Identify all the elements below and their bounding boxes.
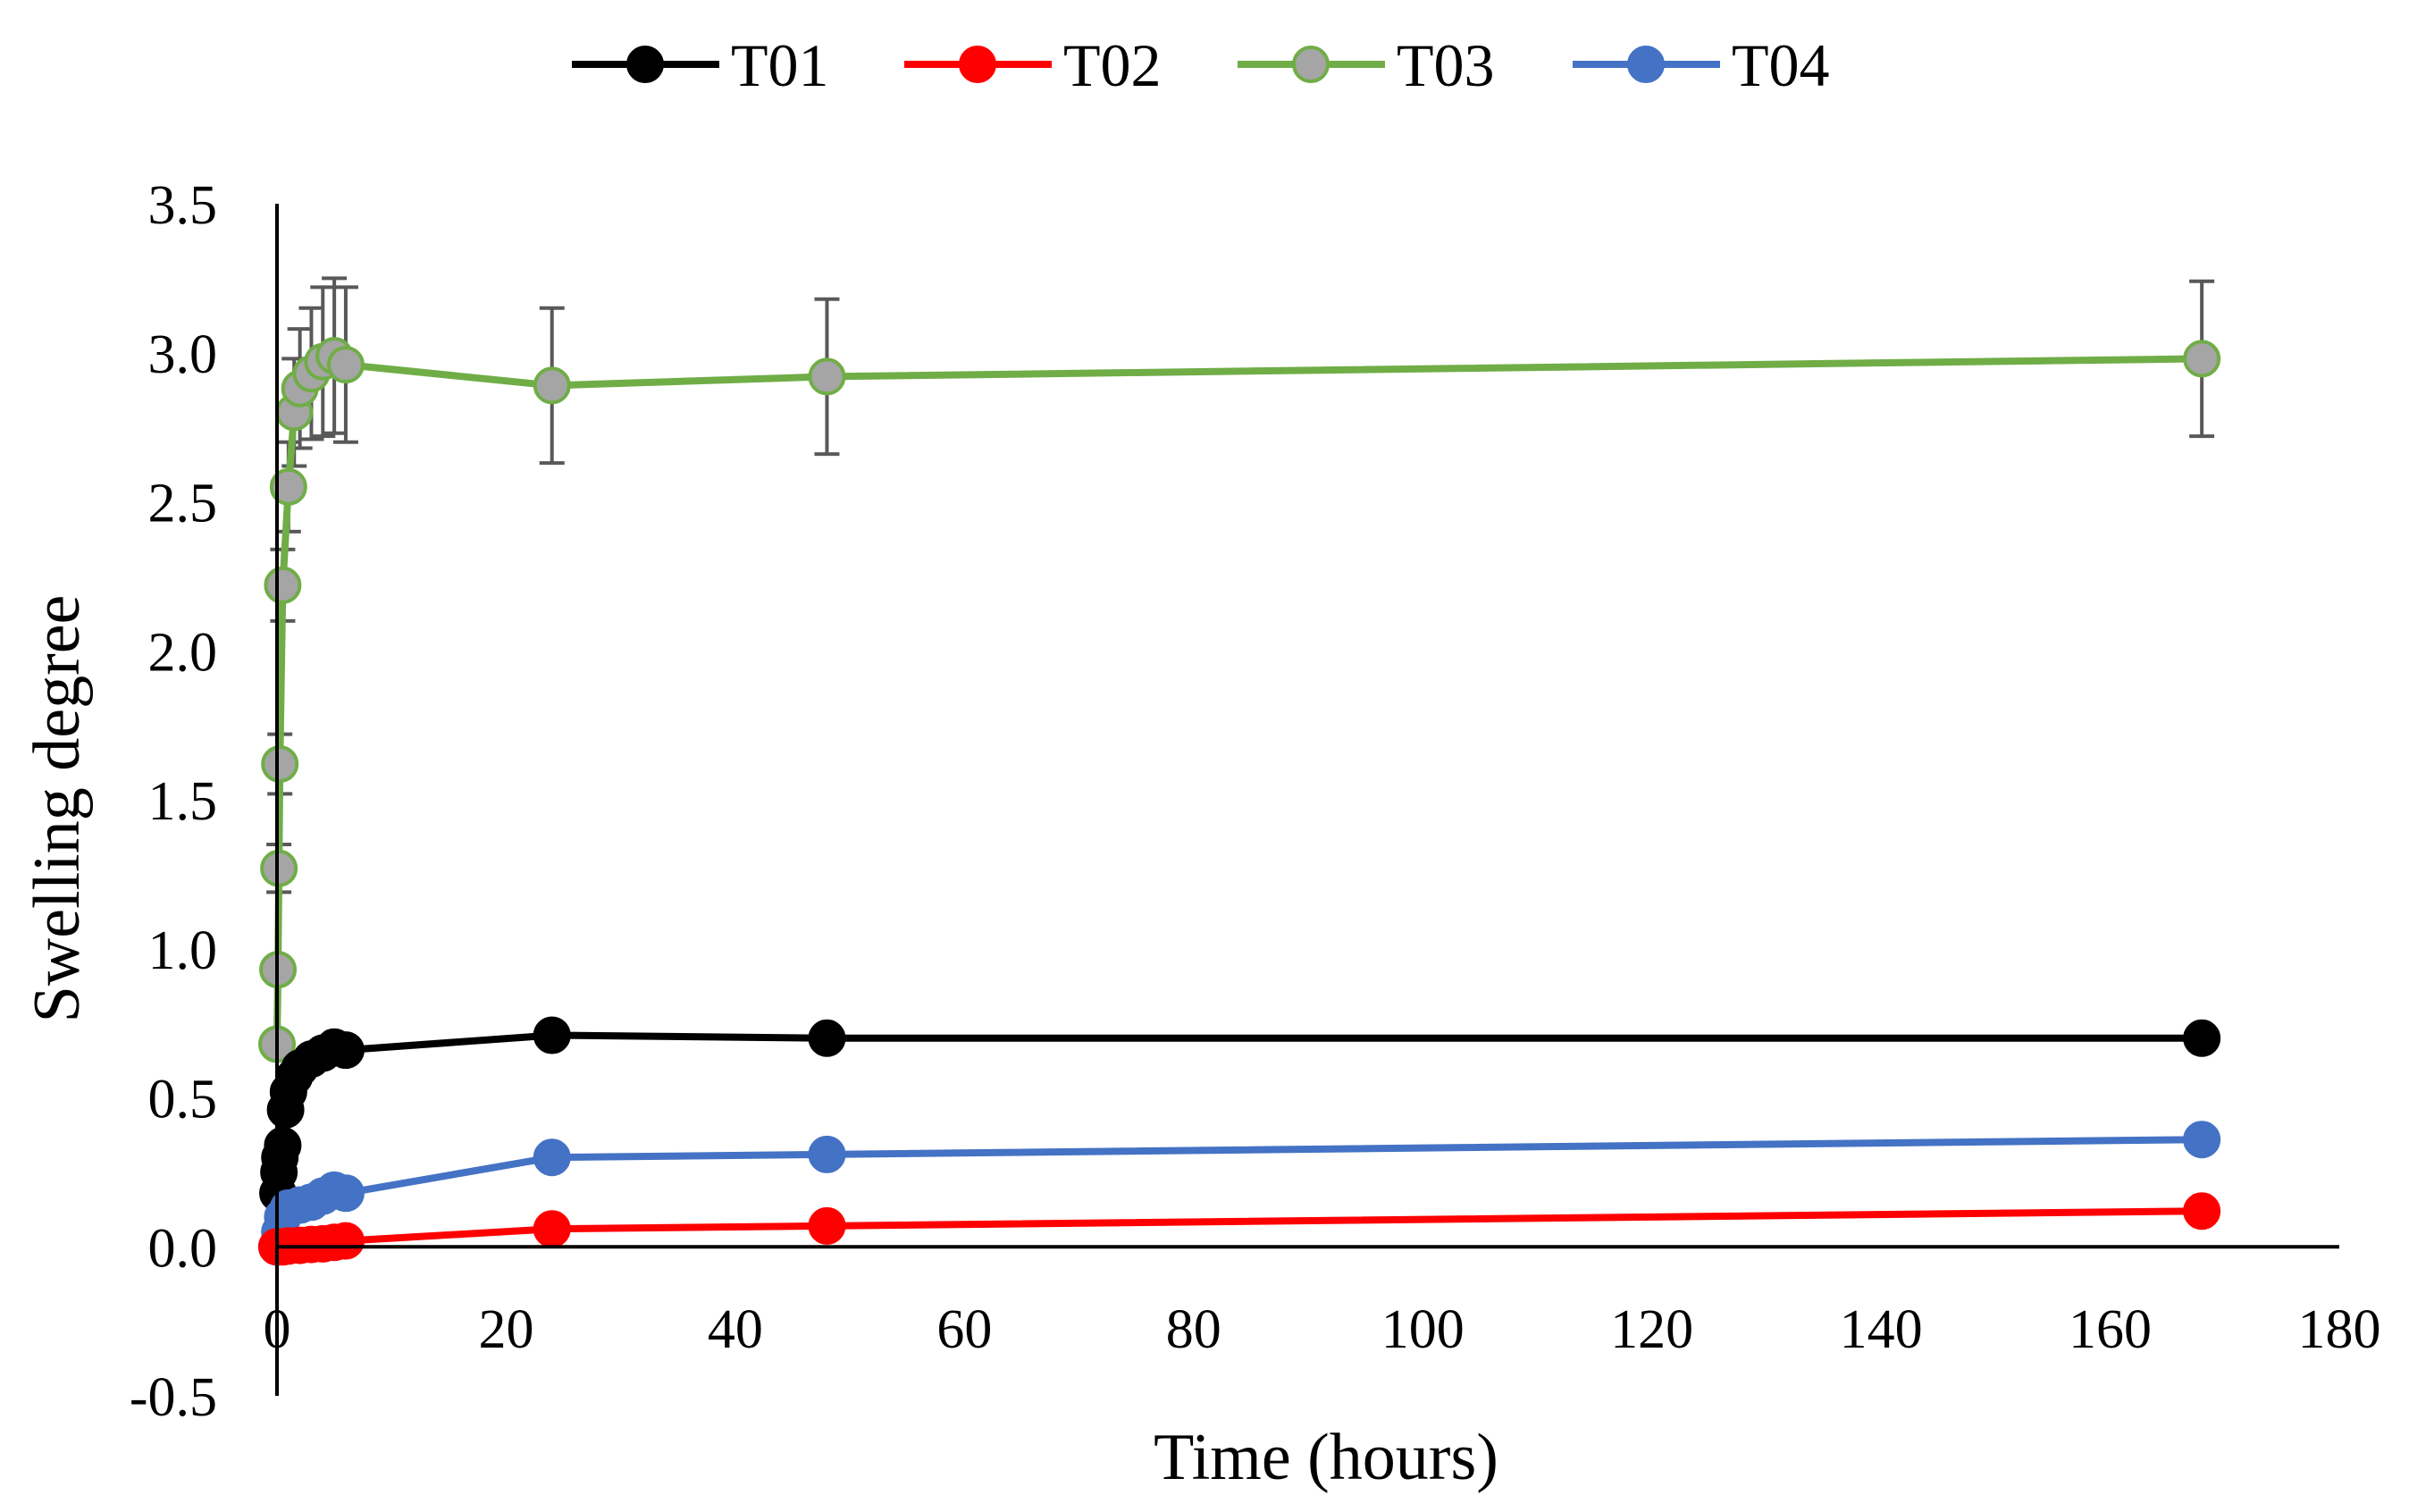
legend-item-t01: T01 [572,31,829,99]
y-tick-label: 3.5 [148,175,218,236]
y-tick-label: 1.0 [148,920,218,981]
legend-marker [1292,46,1330,83]
data-point [533,1210,571,1248]
data-point [2183,1192,2221,1231]
data-point [2183,340,2221,378]
data-point [261,744,299,783]
data-point [808,1019,846,1057]
data-point [264,566,302,604]
series-t03 [258,276,2221,1063]
data-point [326,1222,365,1260]
x-tick-label: 40 [708,1299,763,1360]
data-point [326,1031,365,1070]
legend-label: T02 [1063,31,1162,99]
data-point [269,467,307,506]
y-tick-label: 2.5 [148,474,218,534]
x-tick-label: 160 [2069,1299,2152,1360]
y-tick-label: 2.0 [148,622,218,683]
legend-item-t02: T02 [904,31,1162,99]
legend: T01 T02 T03 T04 [572,31,1830,99]
y-tick-label: 1.5 [148,771,218,832]
plot-area: -0.5 0.0 0.5 1.0 1.5 2.0 2.5 3.0 3.5 0 20 40 60 80 10… [130,175,2381,1428]
y-tick-labels: -0.5 0.0 0.5 1.0 1.5 2.0 2.5 3.0 3.5 [130,175,217,1428]
x-tick-label: 180 [2298,1299,2381,1360]
x-tick-labels: 0 20 40 60 80 100 120 140 160 180 [264,1299,2381,1360]
legend-label: T03 [1397,31,1495,99]
data-point [264,1126,302,1164]
series-line [273,352,2203,1045]
data-point [2183,1019,2221,1057]
legend-marker [959,46,996,83]
x-tick-label: 20 [478,1299,533,1360]
series-t02 [258,1192,2221,1266]
x-tick-label: 0 [264,1299,291,1360]
data-point [533,1138,571,1177]
legend-item-t04: T04 [1573,31,1830,99]
data-point [260,849,298,887]
data-point [808,1135,846,1173]
legend-label: T04 [1732,31,1830,99]
data-point [326,346,365,384]
x-tick-label: 80 [1166,1299,1221,1360]
x-axis-title: Time (hours) [1154,1421,1498,1494]
series-layer [258,276,2221,1266]
y-tick-label: 0.5 [148,1070,218,1130]
data-point [533,366,571,405]
y-tick-label: 3.0 [148,324,218,385]
data-point [808,357,846,396]
data-point [808,1206,846,1245]
legend-label: T01 [731,31,829,99]
data-point [533,1016,571,1054]
y-axis-title: Swelling degree [21,595,94,1023]
y-tick-label: 0.0 [148,1218,218,1279]
y-tick-label: -0.5 [130,1367,217,1428]
x-tick-label: 120 [1610,1299,1693,1360]
x-tick-label: 60 [936,1299,992,1360]
x-tick-label: 140 [1840,1299,1923,1360]
x-tick-label: 100 [1381,1299,1465,1360]
legend-marker [626,46,664,83]
legend-marker [1627,46,1665,83]
data-point [2183,1121,2221,1159]
data-point [326,1174,365,1213]
legend-item-t03: T03 [1238,31,1495,99]
